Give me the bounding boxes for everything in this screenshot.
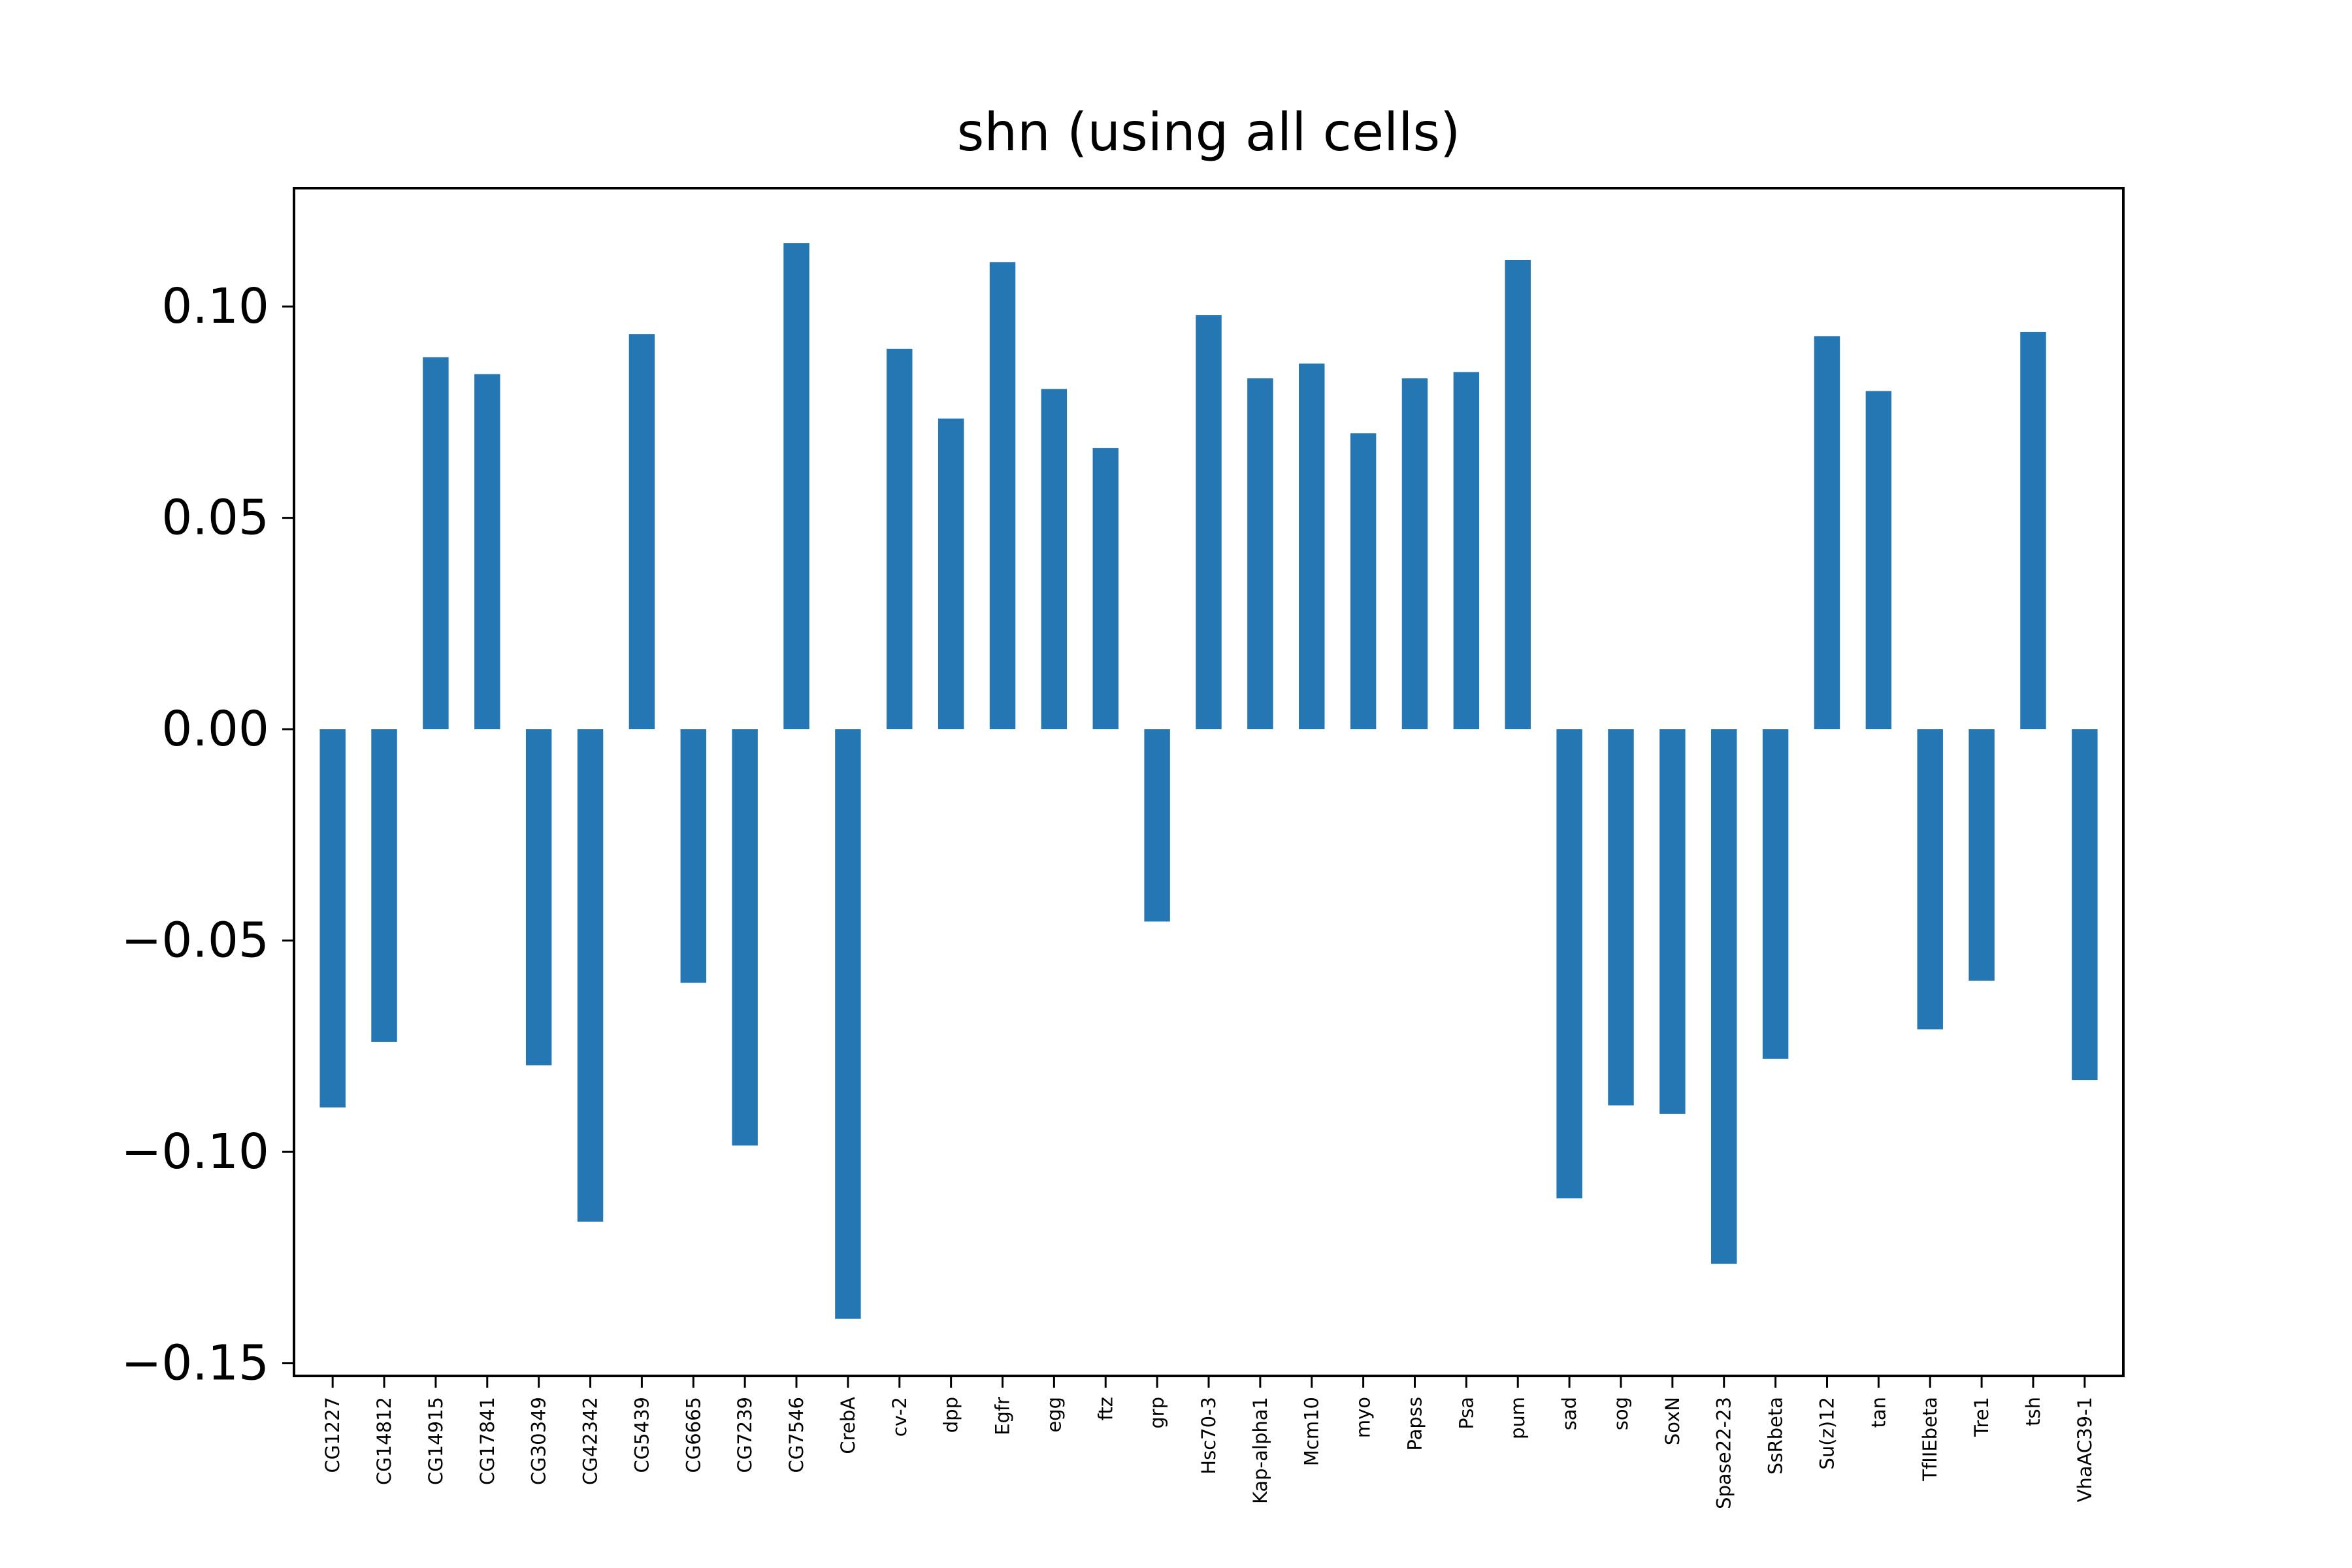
x-tick-label: CG42342 <box>580 1397 602 1485</box>
x-tick-label: grp <box>1146 1397 1168 1429</box>
bar-myo <box>1350 433 1377 730</box>
bar-VhaAC39-1 <box>2072 729 2098 1081</box>
x-tick-label: sad <box>1558 1397 1580 1430</box>
x-tick-label: CG6665 <box>682 1397 704 1473</box>
x-tick-label: CG14812 <box>373 1397 395 1485</box>
chart-title: shn (using all cells) <box>957 102 1461 163</box>
x-tick-label: CG1227 <box>321 1397 344 1473</box>
x-tick-label: myo <box>1352 1397 1375 1438</box>
y-tick-label: −0.05 <box>121 913 269 969</box>
x-tick-label: tsh <box>2022 1397 2044 1426</box>
bar-CG7239 <box>732 729 758 1146</box>
x-tick-label: dpp <box>940 1397 962 1433</box>
bar-dpp <box>938 418 964 730</box>
x-tick-label: Papss <box>1403 1397 1426 1451</box>
bar-SsRbeta <box>1762 729 1789 1059</box>
x-tick-label: CG7546 <box>785 1397 808 1473</box>
y-tick-label: −0.10 <box>121 1124 269 1180</box>
x-tick-label: VhaAC39-1 <box>2074 1397 2096 1502</box>
y-tick-label: 0.10 <box>161 278 269 335</box>
x-tick-label: tan <box>1867 1397 1889 1428</box>
bar-CG1227 <box>319 729 346 1108</box>
bar-sad <box>1556 729 1582 1199</box>
bar-tan <box>1865 391 1892 730</box>
bar-Su(z)12 <box>1814 336 1840 730</box>
bar-Tre1 <box>1968 729 1995 981</box>
bar-Mcm10 <box>1299 363 1325 730</box>
bar-TfIIEbeta <box>1917 729 1943 1030</box>
bar-CG14915 <box>423 357 449 730</box>
x-tick-label: CrebA <box>837 1397 859 1454</box>
bar-Kap-alpha1 <box>1247 378 1273 730</box>
bars-layer <box>319 243 2098 1319</box>
x-tick-label: SsRbeta <box>1765 1397 1787 1475</box>
plot-area-frame <box>293 187 2125 1377</box>
bar-egg <box>1041 389 1068 730</box>
bar-Psa <box>1453 372 1480 730</box>
x-tick-label: CG14915 <box>425 1397 447 1485</box>
bar-sog <box>1608 729 1634 1105</box>
x-tick-label: Su(z)12 <box>1816 1397 1838 1470</box>
bar-tsh <box>2020 331 2046 730</box>
x-tick-label: CG17841 <box>476 1397 498 1485</box>
bar-CG7546 <box>783 243 809 730</box>
x-tick-label: SoxN <box>1661 1397 1684 1445</box>
bar-SoxN <box>1659 729 1686 1114</box>
x-tick-label: Hsc70-3 <box>1198 1397 1220 1475</box>
x-tick-label: CG30349 <box>528 1397 550 1485</box>
x-tick-label: CG7239 <box>734 1397 756 1473</box>
bar-ftz <box>1092 448 1119 730</box>
bar-CrebA <box>835 729 861 1319</box>
bar-Hsc70-3 <box>1196 315 1222 730</box>
bar-Spase22-23 <box>1711 729 1737 1264</box>
x-tick-label: Spase22-23 <box>1713 1397 1735 1509</box>
y-tick-label: 0.05 <box>161 490 269 546</box>
bar-CG42342 <box>577 729 604 1222</box>
bar-grp <box>1144 729 1170 922</box>
bar-CG5439 <box>629 334 655 730</box>
y-tick-label: 0.00 <box>161 701 269 757</box>
bar-CG30349 <box>525 729 552 1066</box>
bar-Papss <box>1401 378 1428 730</box>
x-tick-label: Psa <box>1455 1397 1477 1429</box>
x-tick-label: TfIIEbeta <box>1919 1397 1941 1482</box>
x-tick-label: pum <box>1507 1397 1529 1439</box>
x-tick-label: ftz <box>1094 1397 1117 1420</box>
bar-CG6665 <box>680 729 706 983</box>
x-tick-label: Mcm10 <box>1301 1397 1323 1466</box>
bar-pum <box>1505 259 1531 730</box>
bar-CG14812 <box>371 729 397 1042</box>
x-tick-label: Egfr <box>992 1397 1014 1435</box>
bar-Egfr <box>989 262 1016 730</box>
x-tick-label: sog <box>1610 1397 1632 1430</box>
x-tick-label: Kap-alpha1 <box>1249 1397 1271 1504</box>
x-tick-label: egg <box>1043 1397 1065 1433</box>
x-tick-label: cv-2 <box>889 1397 911 1437</box>
x-axis: CG1227 CG14812 CG14915 CG17841 CG30349 CG4234… <box>321 1376 2096 1509</box>
x-tick-label: Tre1 <box>1970 1397 1993 1437</box>
y-axis: −0.15 −0.10 −0.05 0.00 0.05 0.10 <box>121 278 294 1392</box>
bar-cv-2 <box>887 348 913 730</box>
bar-CG17841 <box>474 374 500 730</box>
y-tick-label: −0.15 <box>121 1335 269 1392</box>
x-tick-label: CG5439 <box>630 1397 653 1473</box>
